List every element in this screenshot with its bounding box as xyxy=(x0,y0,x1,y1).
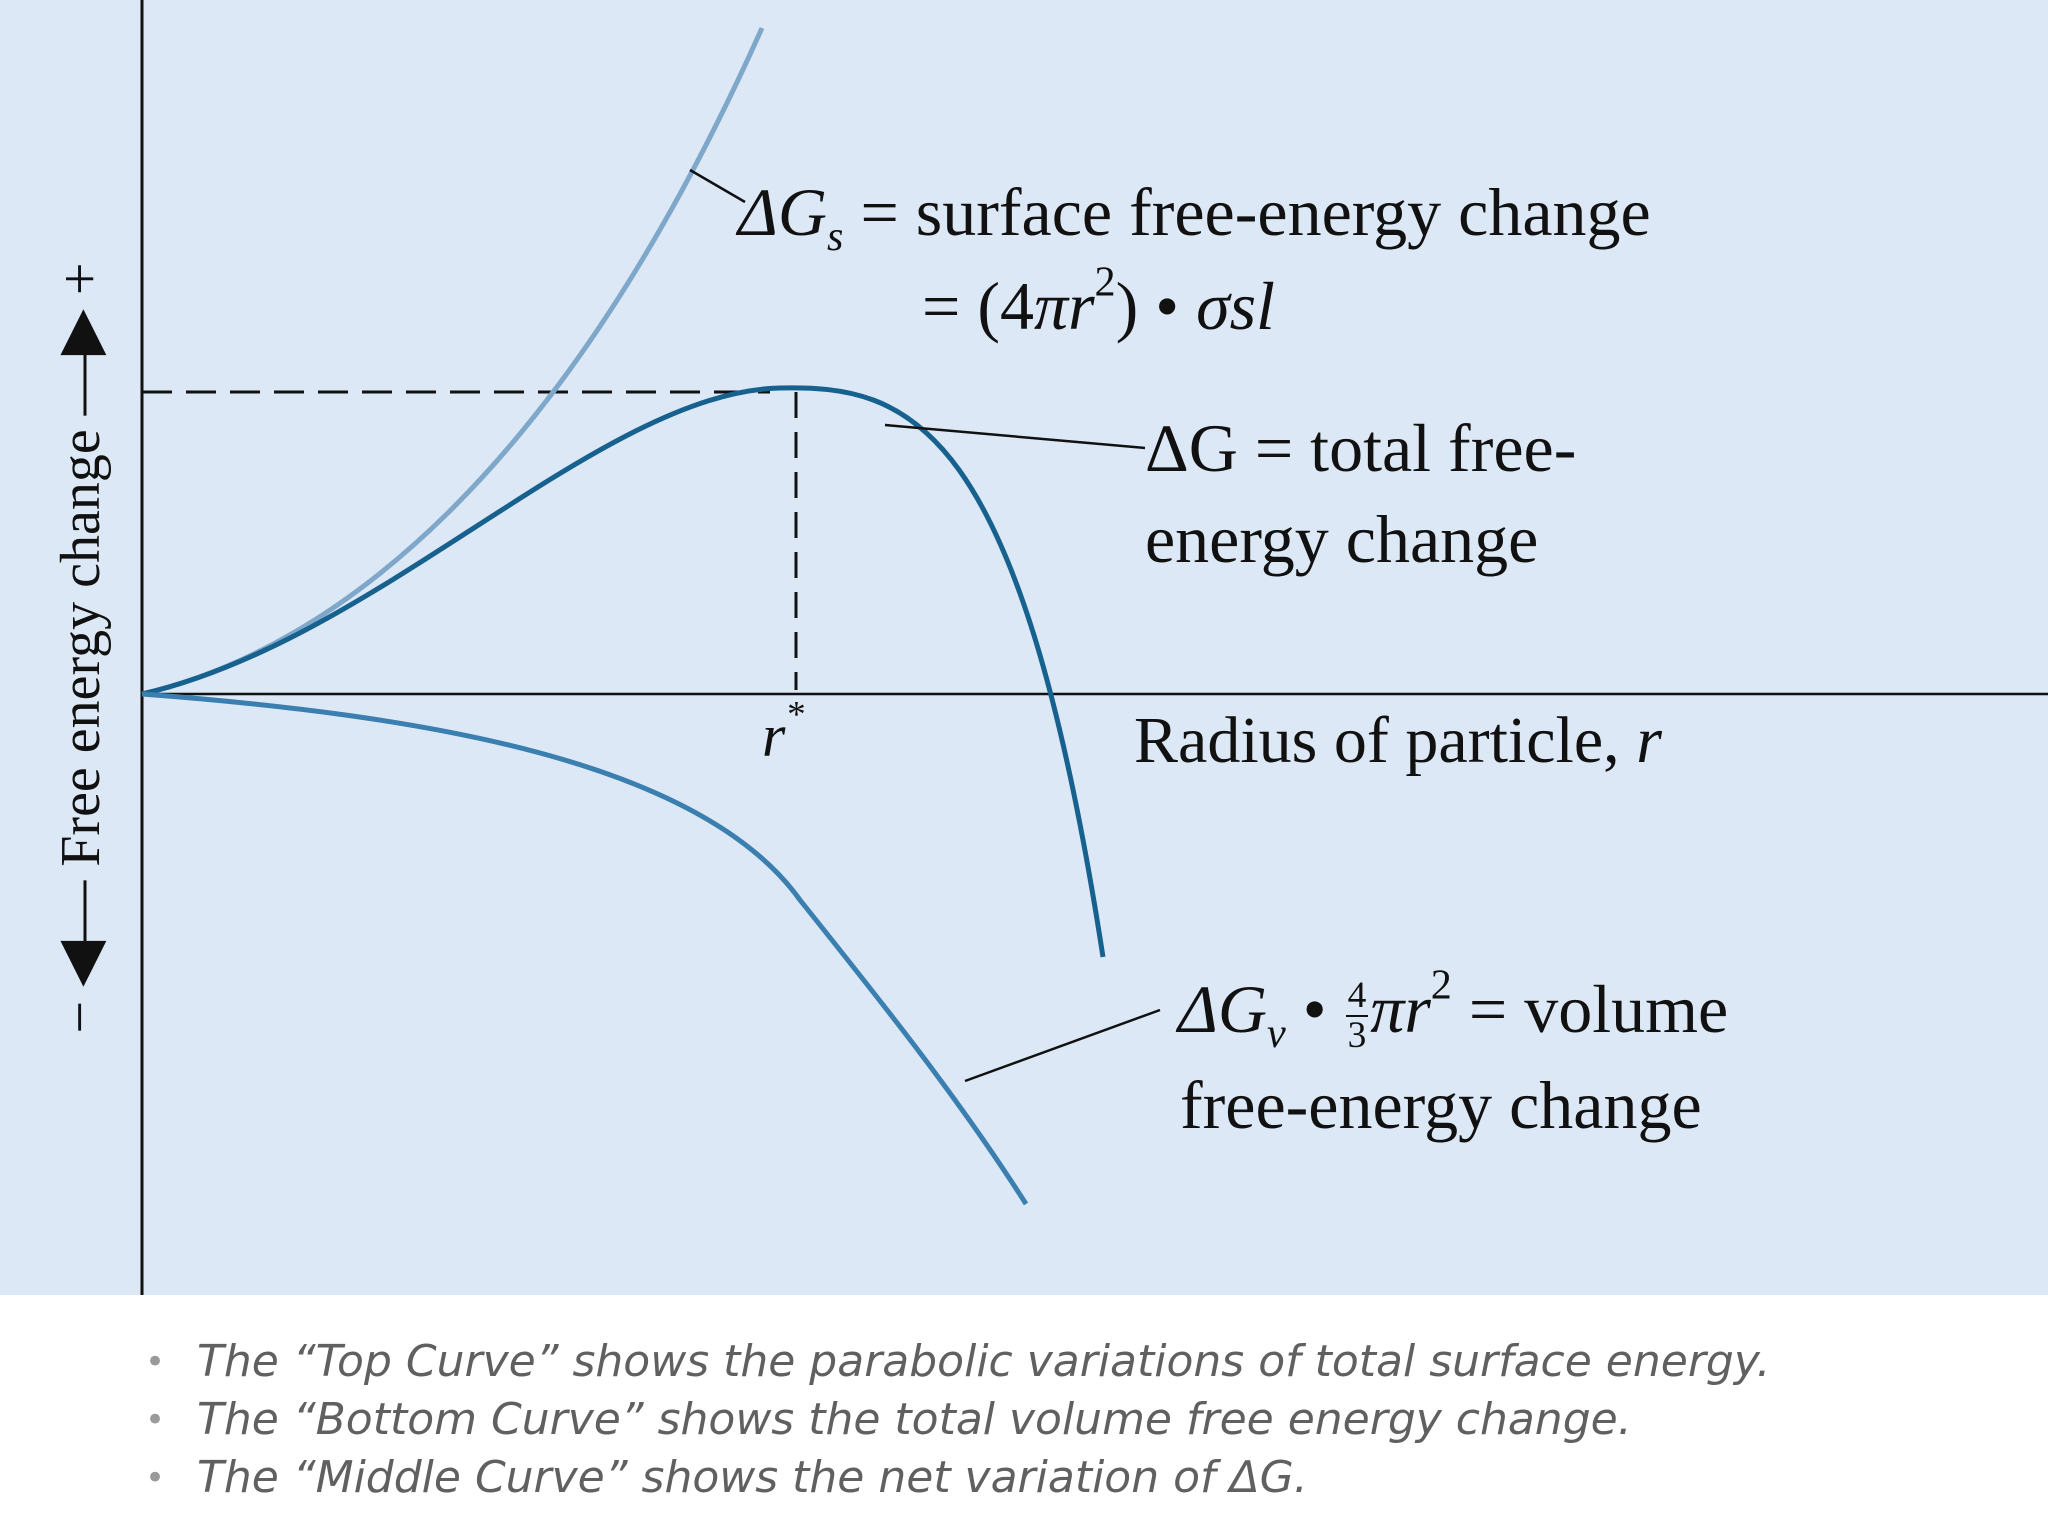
bullet-item-top-curve: • The “Top Curve” shows the parabolic va… xyxy=(145,1333,1770,1391)
fraction-numerator: 4 xyxy=(1345,975,1369,1018)
total-energy-label-line1: ΔG = total free- xyxy=(1145,410,1577,486)
surface-energy-label-line1: ΔGs = surface free-energy change xyxy=(738,178,1651,257)
volume-delta-g: ΔG xyxy=(1178,971,1268,1047)
x-axis-label-text: Radius of particle, xyxy=(1134,704,1637,777)
fraction-denominator: 3 xyxy=(1347,1015,1367,1057)
surface-delta-g: ΔG xyxy=(738,174,828,250)
volume-label-text: = volume xyxy=(1451,971,1729,1047)
diagram-canvas xyxy=(140,0,2048,1295)
volume-energy-label-line2: free-energy change xyxy=(1180,1067,1702,1143)
bullet-dot: • xyxy=(145,1342,166,1382)
surface-label-text: = surface free-energy change xyxy=(843,174,1651,250)
surface-label-leader xyxy=(689,168,746,204)
bullet-item-middle-curve: • The “Middle Curve” shows the net varia… xyxy=(145,1449,1770,1507)
volume-pi-r: πr xyxy=(1370,971,1431,1047)
bullet-list: • The “Top Curve” shows the parabolic va… xyxy=(145,1333,1770,1507)
surface-sigma: σsl xyxy=(1196,268,1275,344)
bullet-dot: • xyxy=(145,1400,166,1440)
total-label-leader xyxy=(884,423,1146,450)
bullet-item-bottom-curve: • The “Bottom Curve” shows the total vol… xyxy=(145,1391,1770,1449)
total-energy-curve xyxy=(141,385,1106,958)
y-axis-label-text: Free energy change xyxy=(50,429,112,867)
surface-exponent: 2 xyxy=(1094,258,1116,306)
surface-subscript: s xyxy=(827,212,844,260)
y-axis-label: − ◀— Free energy change —▶ + xyxy=(46,48,112,1248)
volume-label-leader xyxy=(964,1008,1161,1083)
volume-energy-label-line1: ΔGv • 4 3 πr2 = volume xyxy=(1178,964,1728,1057)
x-axis-label: Radius of particle, r xyxy=(1134,708,1662,774)
nucleation-diagram: − ◀— Free energy change —▶ + r* Radius o… xyxy=(0,0,2048,1295)
bullet-text: The “Bottom Curve” shows the total volum… xyxy=(197,1394,1632,1445)
surface-eq-open: = (4 xyxy=(922,268,1034,344)
x-axis-label-var: r xyxy=(1636,704,1662,777)
volume-exponent: 2 xyxy=(1430,961,1452,1009)
bullet-text: The “Middle Curve” shows the net variati… xyxy=(197,1452,1308,1503)
surface-energy-label-line2: = (4πr2) • σsl xyxy=(922,261,1275,340)
critical-radius-label: r* xyxy=(762,696,804,769)
volume-subscript: v xyxy=(1267,1009,1286,1057)
y-axis-positive-sign: + xyxy=(47,262,112,296)
volume-energy-curve xyxy=(141,691,1029,1206)
bullet-text: The “Top Curve” shows the parabolic vari… xyxy=(197,1336,1771,1387)
bullet-dot: • xyxy=(145,1458,166,1498)
surface-pi-r: πr xyxy=(1034,268,1095,344)
critical-radius-star: * xyxy=(785,694,804,736)
critical-radius-var: r xyxy=(762,703,786,769)
y-axis-down-arrow-icon: ◀— xyxy=(46,880,112,987)
surface-energy-curve xyxy=(141,26,765,697)
surface-eq-close: ) • xyxy=(1115,268,1197,344)
volume-dot: • xyxy=(1285,971,1344,1047)
y-axis-negative-sign: − xyxy=(47,1000,112,1034)
y-axis-up-arrow-icon: —▶ xyxy=(46,309,112,416)
total-energy-label-line2: energy change xyxy=(1145,501,1539,577)
